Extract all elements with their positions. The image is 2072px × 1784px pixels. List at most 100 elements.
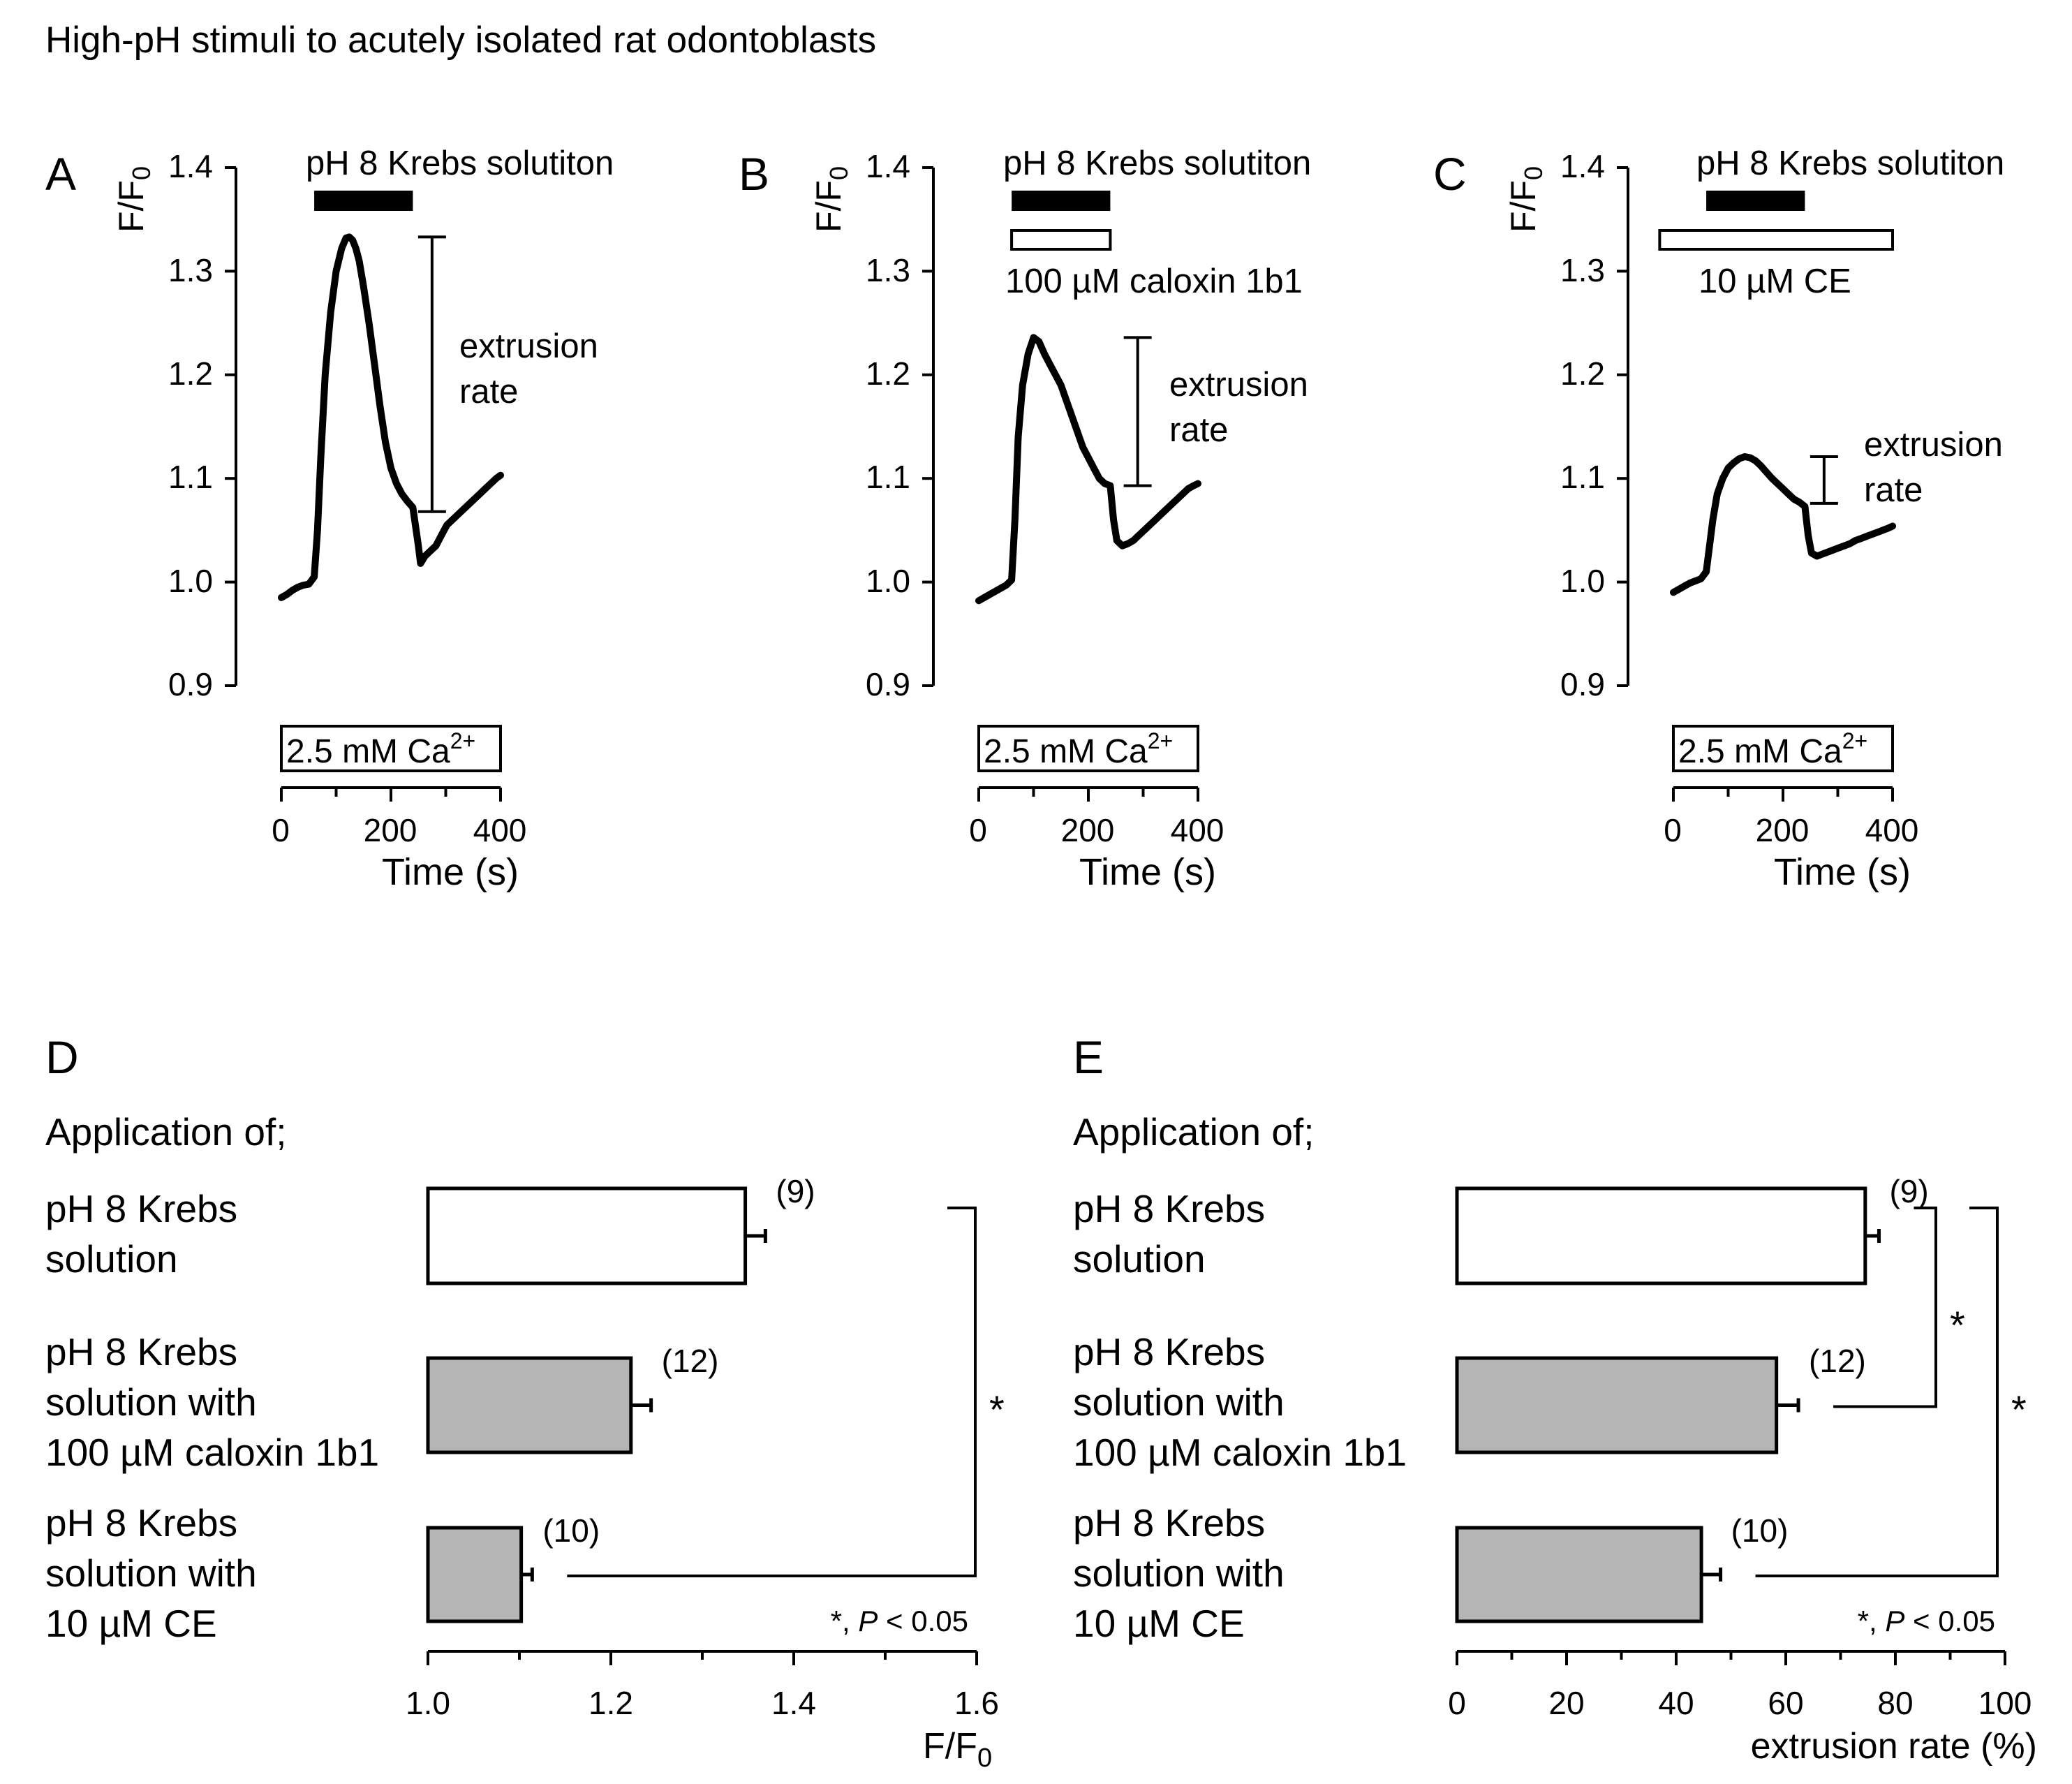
y-axis-label: F/F0 (1504, 166, 1548, 233)
x-tick-label: 100 (1978, 1685, 2032, 1721)
sample-size-label: (10) (1731, 1512, 1789, 1549)
bar-panel-e: E Application of; pH 8 Krebs solution pH… (1073, 1031, 2037, 1767)
y-tick-label: 1.0 (168, 563, 213, 599)
x-tick-label: 40 (1658, 1685, 1694, 1721)
significance-bracket (567, 1207, 977, 1577)
x-tick-label: 0 (272, 812, 290, 848)
y-tick-label: 1.0 (866, 563, 910, 599)
fluorescence-trace (975, 334, 1201, 605)
x-tick-label: 1.2 (589, 1685, 633, 1721)
fluorescence-trace (278, 233, 504, 601)
panel-letter-d: D (45, 1031, 79, 1083)
panel-header: Application of; (45, 1110, 287, 1153)
panel-c-y-axis: 0.9 1.0 1.1 1.2 1.3 1.4 F/F0 (1504, 148, 1605, 702)
x-tick-label: 1.0 (406, 1685, 450, 1721)
y-tick-label: 1.4 (168, 148, 213, 184)
bar (426, 1526, 524, 1623)
trace-panel-c: C 0.9 1.0 1.1 1.2 1.3 1.4 F/F0 pH 8 Kreb… (1433, 145, 2012, 893)
x-tick-label: 0 (1664, 812, 1682, 848)
stimulus-bar (1012, 191, 1111, 211)
stimulus-label: pH 8 Krebs solutiton (306, 145, 614, 182)
y-tick-label: 1.1 (866, 459, 910, 495)
x-tick-label: 200 (364, 812, 417, 848)
panel-a-x-axis: 0 200 400 Time (s) (272, 812, 526, 893)
trace-panel-a: A 0.9 1.0 1.1 1.2 1.3 1.4 F/F0 pH 8 Kreb… (45, 145, 614, 893)
y-tick-label: 1.2 (866, 355, 910, 392)
panel-b-y-axis: 0.9 1.0 1.1 1.2 1.3 1.4 F/F0 (809, 148, 910, 702)
x-axis-label: Time (s) (382, 851, 519, 893)
ca-box: 2.5 mM Ca2+ (984, 728, 1173, 770)
x-tick-label: 0 (969, 812, 987, 848)
category-label: pH 8 Krebs solution with 10 µM CE (1073, 1501, 1295, 1645)
y-tick-label: 1.3 (168, 252, 213, 288)
p-value-note: *, P < 0.05 (1858, 1605, 1995, 1637)
y-tick-label: 0.9 (866, 666, 910, 702)
category-label: pH 8 Krebs solution with 100 µM caloxin … (45, 1330, 379, 1474)
ca-label: 2.5 mM Ca2+ (1678, 728, 1867, 770)
sample-size-label: (9) (776, 1173, 815, 1209)
fluorescence-trace (1670, 453, 1896, 596)
x-tick-label: 80 (1877, 1685, 1913, 1721)
ca-box: 2.5 mM Ca2+ (286, 728, 475, 770)
bar (1455, 1356, 1779, 1454)
drug-bar (1658, 229, 1894, 251)
y-tick-label: 1.4 (1560, 148, 1605, 184)
x-axis-label: Time (s) (1079, 851, 1216, 893)
ca-label: 2.5 mM Ca2+ (984, 728, 1173, 770)
sample-size-label: (12) (662, 1343, 719, 1379)
x-tick-label: 200 (1756, 812, 1810, 848)
panel-header: Application of; (1073, 1110, 1315, 1153)
p-value-note: *, P < 0.05 (831, 1605, 968, 1637)
panel-letter-c: C (1433, 148, 1467, 200)
ca-label: 2.5 mM Ca2+ (286, 728, 475, 770)
trace-panel-b: B 0.9 1.0 1.1 1.2 1.3 1.4 F/F0 pH 8 Kreb… (739, 145, 1311, 893)
panel-a-y-axis: 0.9 1.0 1.1 1.2 1.3 1.4 F/F0 (112, 148, 213, 702)
ca-box: 2.5 mM Ca2+ (1678, 728, 1867, 770)
x-tick-label: 60 (1768, 1685, 1803, 1721)
panel-c-x-axis: 0 200 400 Time (s) (1664, 812, 1918, 893)
stimulus-label: pH 8 Krebs solutiton (1696, 145, 2004, 182)
y-tick-label: 1.2 (168, 355, 213, 392)
x-tick-label: 400 (1865, 812, 1919, 848)
sample-size-label: (12) (1809, 1343, 1866, 1379)
x-tick-label: 400 (473, 812, 527, 848)
stimulus-bar (1706, 191, 1805, 211)
y-tick-label: 1.0 (1560, 563, 1605, 599)
x-tick-label: 1.6 (954, 1685, 999, 1721)
bar (1455, 1186, 1867, 1285)
sample-size-label: (10) (542, 1512, 600, 1549)
y-axis-label: F/F0 (112, 166, 156, 233)
bar-panel-d: D Application of; pH 8 Krebs solution pH… (45, 1031, 1005, 1773)
y-tick-label: 1.2 (1560, 355, 1605, 392)
x-axis-label: Time (s) (1774, 851, 1911, 893)
ca-box-frame (1672, 725, 1894, 772)
significance-star: * (1950, 1303, 1965, 1347)
y-axis-label: F/F0 (809, 166, 853, 233)
x-tick-label: 400 (1171, 812, 1224, 848)
drug-label: 10 µM CE (1699, 263, 1851, 300)
significance-bracket (1755, 1207, 1999, 1577)
category-label: pH 8 Krebs solution with 100 µM caloxin … (1073, 1330, 1407, 1474)
x-tick-label: 20 (1548, 1685, 1584, 1721)
panel-b-x-axis: 0 200 400 Time (s) (969, 812, 1224, 893)
panel-letter-e: E (1073, 1031, 1104, 1083)
bar (426, 1356, 633, 1454)
extrusion-rate-label: extrusion rate (1864, 426, 2012, 509)
y-tick-label: 0.9 (168, 666, 213, 702)
significance-star: * (2011, 1387, 2027, 1431)
bar (426, 1186, 748, 1285)
panel-letter-b: B (739, 148, 769, 200)
stimulus-label: pH 8 Krebs solutiton (1003, 145, 1311, 182)
y-tick-label: 1.3 (1560, 252, 1605, 288)
y-tick-label: 1.1 (1560, 459, 1605, 495)
panel-e-x-axis: 0 20 40 60 80 100 extrusion rate (%) (1448, 1685, 2037, 1767)
stimulus-bar (314, 191, 413, 211)
category-label: pH 8 Krebs solution (1073, 1187, 1275, 1281)
figure-title: High-pH stimuli to acutely isolated rat … (45, 20, 876, 61)
y-tick-label: 1.1 (168, 459, 213, 495)
drug-label: 100 µM caloxin 1b1 (1005, 263, 1303, 300)
x-tick-label: 200 (1061, 812, 1115, 848)
x-tick-label: 1.4 (771, 1685, 816, 1721)
x-tick-label: 0 (1448, 1685, 1466, 1721)
